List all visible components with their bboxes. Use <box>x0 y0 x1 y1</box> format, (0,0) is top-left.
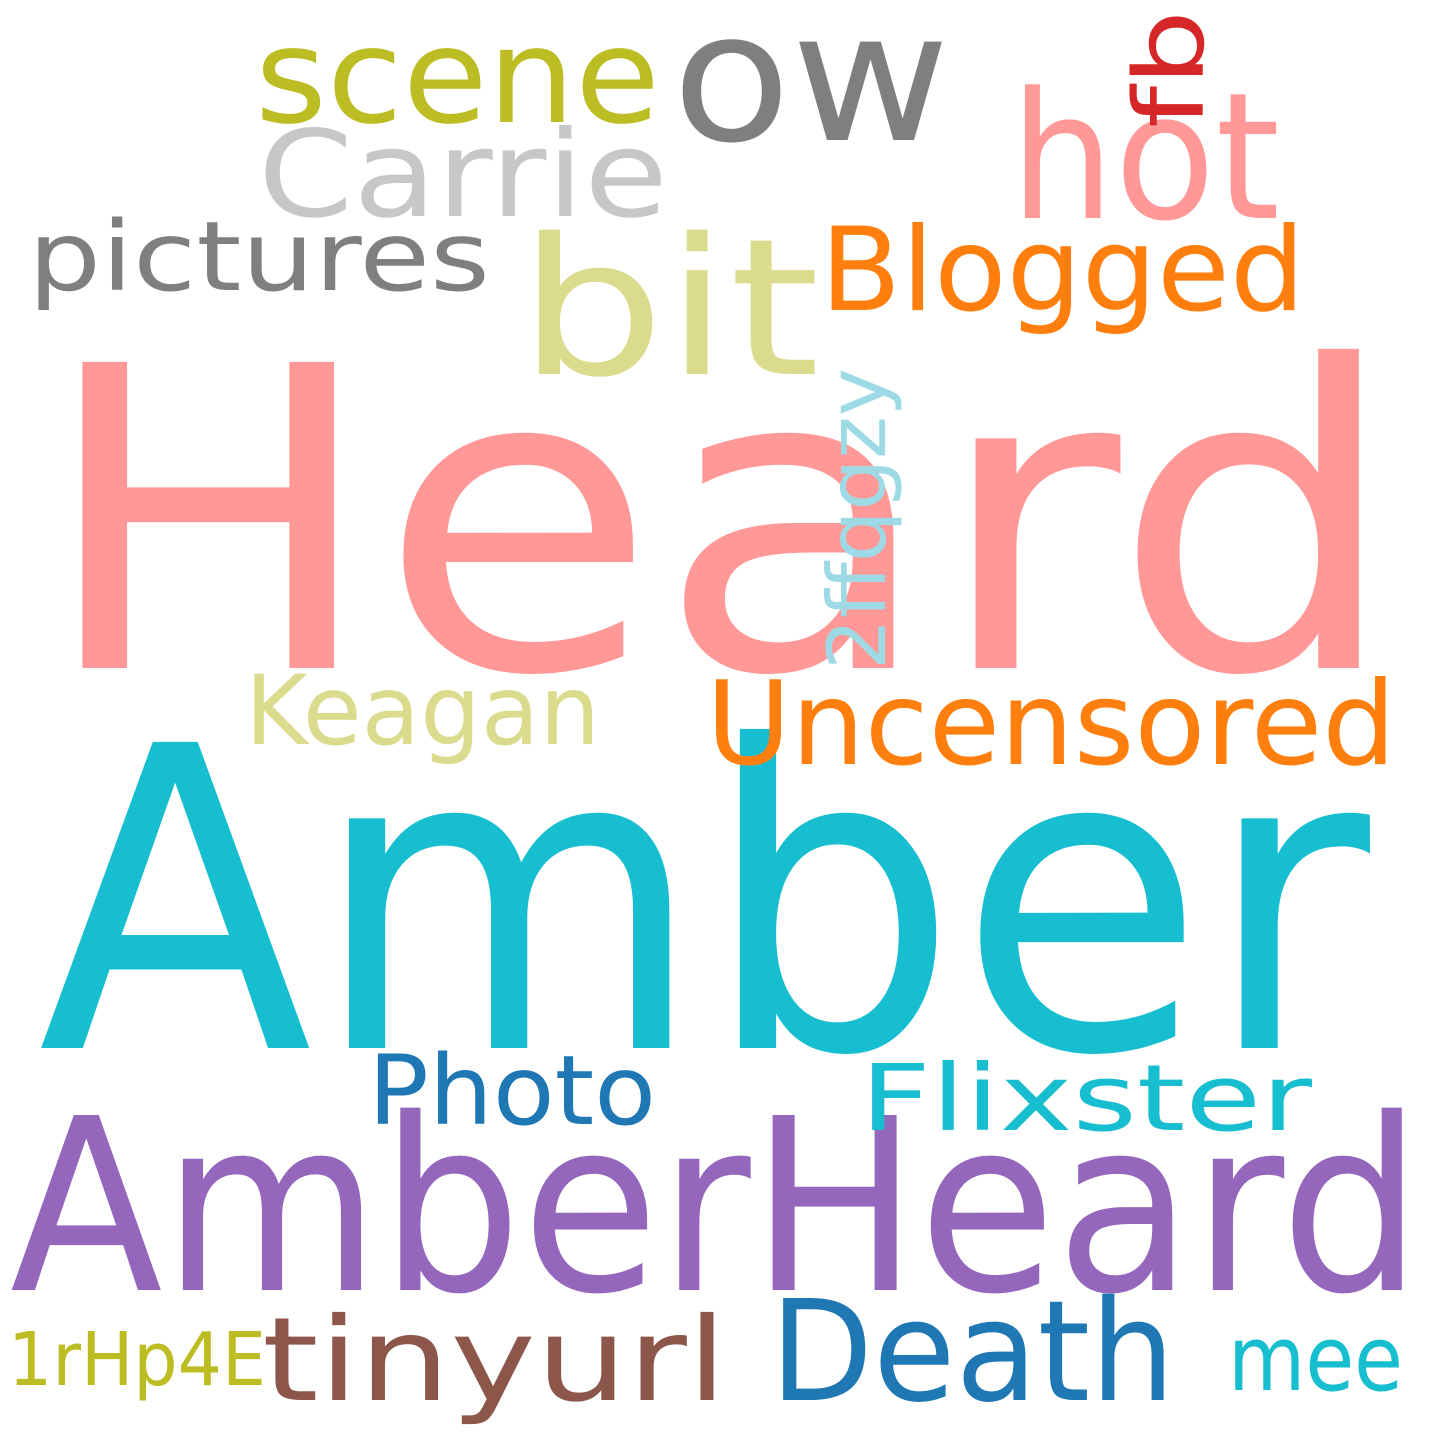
word-pictures: pictures <box>28 201 490 313</box>
word-photo: Photo <box>368 1035 656 1147</box>
word-tinyurl: tinyurl <box>262 1293 727 1428</box>
word-amber: Amber <box>38 659 1374 1148</box>
word-mee: mee <box>1228 1307 1403 1412</box>
word-hot: hot <box>1010 55 1280 260</box>
word-uncensored: Uncensored <box>706 657 1396 792</box>
word-amberheard: AmberHeard <box>10 1067 1422 1347</box>
word-carrie: Carrie <box>258 106 668 245</box>
word-2ffqgzy: 2ffqgzy <box>811 368 904 670</box>
word-1rhp4e: 1rHp4E <box>8 1317 266 1403</box>
word-heard: Heard <box>38 279 1400 768</box>
word-fb: fb <box>1114 10 1226 128</box>
word-blogged: Blogged <box>820 203 1305 338</box>
word-flixster: Flixster <box>860 1045 1312 1152</box>
word-keagan: Keagan <box>245 655 600 767</box>
word-bit: bit <box>518 198 820 419</box>
word-ow: ow <box>672 0 950 183</box>
word-scene: scene <box>255 0 660 154</box>
word-death: Death <box>770 1271 1175 1434</box>
